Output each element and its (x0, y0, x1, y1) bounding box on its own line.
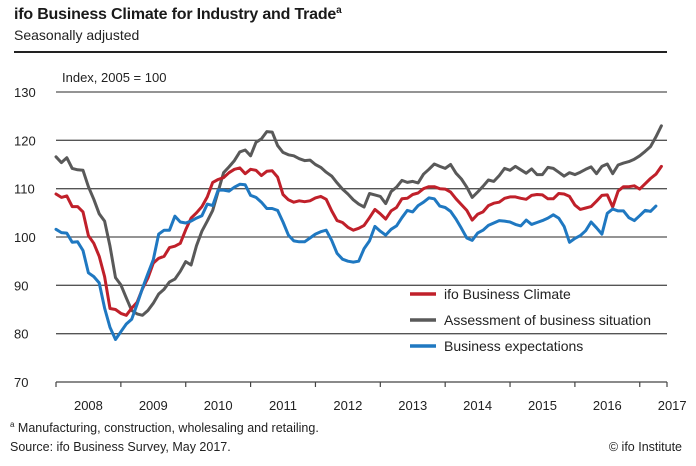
footnote-marker: a (10, 420, 15, 429)
legend-label: Assessment of business situation (444, 312, 651, 328)
title-rule (14, 51, 667, 53)
legend: ifo Business Climate Assessment of busine… (410, 286, 651, 354)
legend-label: Business expectations (444, 338, 583, 354)
footnote-text: Manufacturing, construction, wholesaling… (14, 421, 319, 436)
y-axis-label: Index, 2005 = 100 (62, 70, 166, 85)
x-tick-label: 2010 (204, 398, 233, 413)
chart-subtitle: Seasonally adjusted (14, 27, 140, 43)
legend-item-climate: ifo Business Climate (410, 286, 571, 302)
x-tick-label: 2012 (333, 398, 362, 413)
chart-title: ifo Business Climate for Industry and Tr… (14, 5, 342, 24)
series-line-climate (54, 164, 663, 317)
y-tick-labels: 70 80 90 100 110 120 130 (14, 85, 36, 390)
series-line-expectations (54, 182, 658, 341)
series-line-situation (54, 124, 663, 317)
footnote: a Manufacturing, construction, wholesali… (10, 420, 319, 435)
y-tick-label: 110 (14, 182, 35, 197)
gridlines (56, 91, 667, 335)
series-lines (54, 124, 663, 341)
source-note: Source: ifo Business Survey, May 2017. (10, 440, 231, 454)
y-tick-label: 70 (14, 375, 28, 390)
chart-title-text: ifo Business Climate for Industry and Tr… (14, 6, 337, 23)
x-tick-label: 2009 (139, 398, 168, 413)
y-tick-label: 100 (14, 230, 36, 245)
x-tick-label: 2017 (658, 398, 687, 413)
x-tick-label: 2013 (398, 398, 427, 413)
y-tick-label: 130 (14, 85, 36, 100)
title-superscript: a (336, 5, 342, 16)
x-tick-label: 2008 (74, 398, 103, 413)
copyright: © ifo Institute (608, 440, 682, 454)
x-axis: 2008 2009 2010 2011 2012 2013 2014 2015 2016 2017 (55, 381, 687, 413)
legend-item-situation: Assessment of business situation (410, 312, 651, 328)
x-tick-label: 2014 (463, 398, 492, 413)
y-tick-label: 90 (14, 278, 28, 293)
x-tick-label: 2015 (528, 398, 557, 413)
x-tick-label: 2016 (593, 398, 622, 413)
y-tick-label: 120 (14, 133, 36, 148)
y-tick-label: 80 (14, 327, 28, 342)
x-tick-label: 2011 (269, 398, 297, 413)
legend-label: ifo Business Climate (444, 286, 571, 302)
legend-item-expectations: Business expectations (410, 338, 583, 354)
